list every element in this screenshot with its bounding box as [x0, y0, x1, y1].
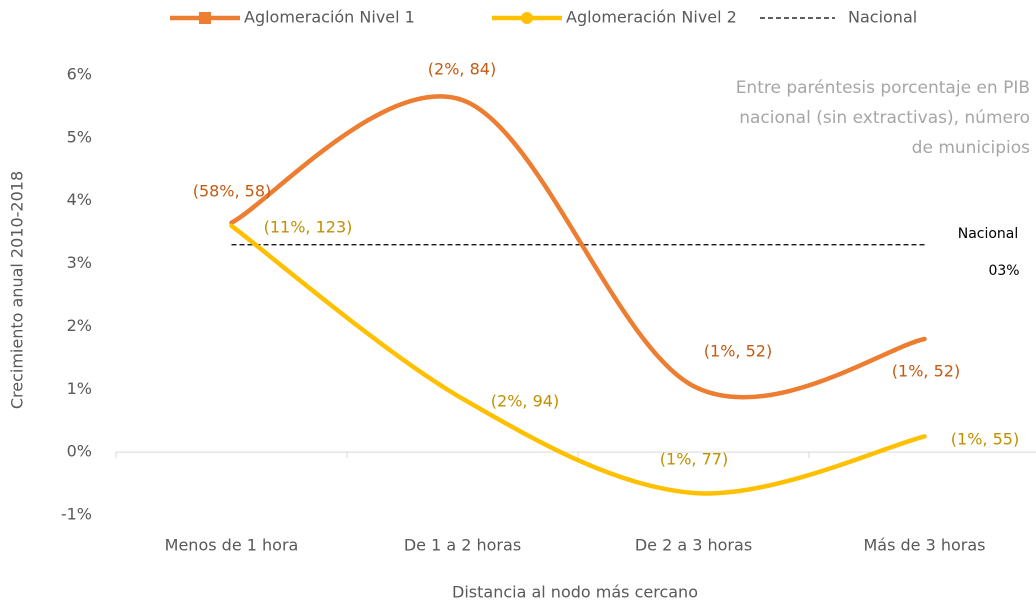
national-value-label: 03%: [988, 263, 1019, 279]
y-tick-label: 0%: [67, 442, 92, 461]
y-tick-label: 1%: [67, 379, 92, 398]
y-tick-label: -1%: [61, 505, 92, 524]
y-tick-label: 5%: [67, 127, 92, 146]
x-tick-label: Más de 3 horas: [863, 536, 985, 555]
legend-label: Aglomeración Nivel 1: [244, 8, 415, 27]
legend-marker: [521, 12, 533, 24]
x-axis-label: Distancia al nodo más cercano: [452, 583, 698, 602]
legend-label: Nacional: [848, 8, 917, 27]
y-tick-label: 4%: [67, 190, 92, 209]
data-label: (58%, 58): [193, 182, 272, 201]
note-text: Entre paréntesis porcentaje en PIB: [736, 78, 1030, 98]
data-label: (2%, 94): [491, 392, 559, 411]
x-tick-label: Menos de 1 hora: [165, 536, 299, 555]
x-tick-label: De 2 a 3 horas: [635, 536, 752, 555]
data-label: (1%, 77): [660, 450, 728, 469]
data-label: (1%, 52): [892, 362, 960, 381]
y-tick-label: 2%: [67, 316, 92, 335]
legend-label: Aglomeración Nivel 2: [566, 8, 737, 27]
x-tick-label: De 1 a 2 horas: [404, 536, 521, 555]
note-text: nacional (sin extractivas), número: [739, 108, 1030, 128]
data-label: (2%, 84): [428, 60, 496, 79]
series-line: [229, 223, 927, 496]
data-label: (11%, 123): [264, 218, 353, 237]
y-tick-label: 6%: [67, 65, 92, 84]
national-label: Nacional: [958, 226, 1019, 242]
data-label: (1%, 55): [951, 430, 1019, 449]
y-tick-label: 3%: [67, 253, 92, 272]
data-label: (1%, 52): [704, 342, 772, 361]
note-text: de municipios: [912, 138, 1030, 158]
series-line: [229, 94, 927, 400]
y-axis-label: Crecimiento anual 2010-2018: [8, 171, 27, 409]
legend-marker: [199, 12, 211, 24]
